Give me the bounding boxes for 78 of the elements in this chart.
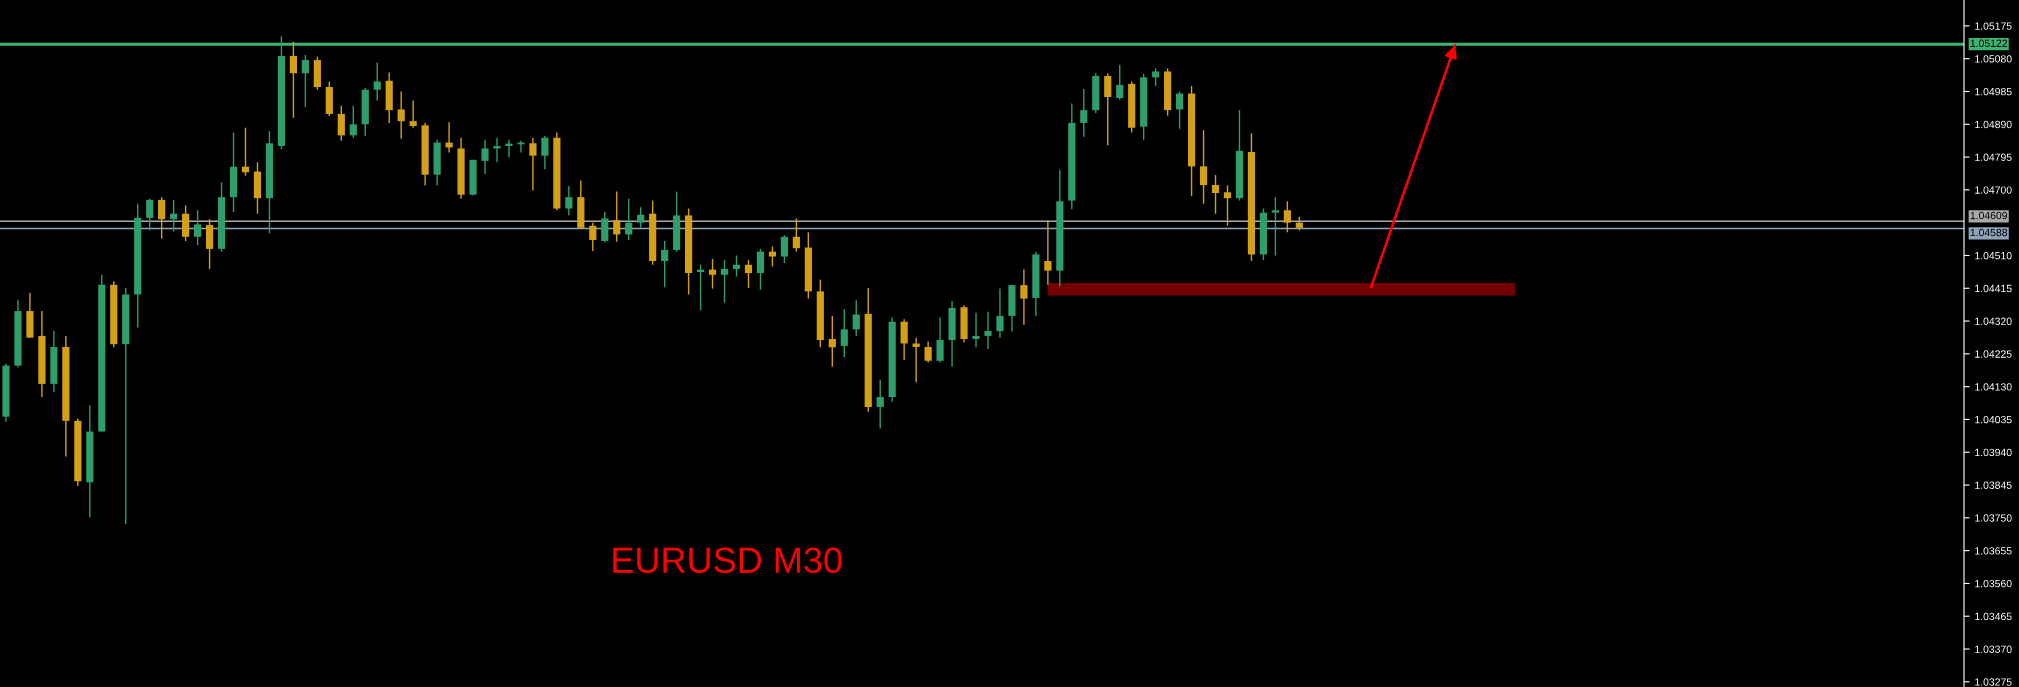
y-tick-label: 1.03275	[1975, 678, 2012, 686]
y-tick-label: 1.04225	[1975, 350, 2012, 358]
ref-line-label: 1.04609	[1970, 211, 2008, 220]
candlestick	[732, 254, 741, 278]
text: EURUSD M30	[613, 547, 842, 574]
candlestick	[1176, 90, 1184, 130]
y-tick-label: 1.04700	[1975, 186, 2012, 194]
candlestick	[373, 61, 381, 102]
candlestick	[1116, 64, 1124, 101]
y-tick-label: 1.04510	[1975, 251, 2012, 260]
candlestick	[780, 234, 788, 264]
candlestick	[625, 198, 633, 241]
candlestick	[565, 185, 573, 217]
candlestick	[900, 318, 908, 361]
candlestick	[349, 104, 357, 139]
candlestick	[1211, 174, 1220, 215]
candlestick	[289, 41, 297, 119]
candlestick	[589, 221, 597, 252]
candlestick	[529, 137, 537, 192]
y-tick-label: 1.04415	[1975, 284, 2012, 293]
candlestick	[792, 217, 800, 253]
candlestick	[445, 121, 453, 154]
y-tick-label: 1.04890	[1975, 120, 2012, 129]
candlestick	[936, 316, 944, 364]
y-tick-label: 1.04985	[1975, 87, 2012, 96]
candlestick	[613, 190, 621, 243]
y-tick-label: 1.03845	[1975, 481, 2012, 489]
candlestick	[409, 99, 417, 129]
candlestick	[828, 315, 836, 368]
candlestick	[337, 104, 345, 142]
y-tick-label: 1.04320	[1975, 317, 2012, 325]
candlestick	[661, 240, 669, 288]
candlestick	[1199, 129, 1208, 205]
candlestick	[1044, 219, 1052, 286]
candlestick	[205, 218, 214, 270]
candlestick	[996, 287, 1004, 339]
candlestick	[972, 312, 980, 348]
candlestick	[720, 259, 729, 304]
y-tick-label: 1.03370	[1975, 645, 2012, 653]
candlestick	[1104, 72, 1112, 147]
candlestick	[840, 308, 848, 359]
candlestick	[984, 311, 992, 350]
candlestick	[481, 139, 489, 175]
candlestick	[1020, 268, 1028, 326]
candlestick	[708, 258, 717, 290]
candlestick	[493, 137, 501, 163]
y-tick-label: 1.04130	[1975, 383, 2012, 391]
y-tick-label: 1.03465	[1975, 612, 2012, 621]
candlestick	[301, 54, 309, 108]
y-tick-label: 1.04035	[1975, 415, 2012, 424]
candlestick	[852, 299, 860, 337]
candlestick	[146, 198, 154, 231]
ref-line-label: 1.05122	[1970, 39, 2008, 47]
y-tick-label: 1.03655	[1975, 547, 2012, 555]
y-tick-label: 1.05175	[1975, 22, 2012, 30]
candlestick	[1271, 196, 1279, 257]
candlestick	[397, 90, 405, 140]
y-tick-label: 1.03560	[1975, 579, 2012, 588]
candlestick	[756, 248, 765, 291]
y-tick-label: 1.04795	[1975, 153, 2012, 161]
candlestick	[182, 204, 190, 242]
ref-line-label: 1.04588	[1970, 228, 2008, 237]
candlestick	[768, 245, 777, 268]
candlestick	[158, 196, 166, 240]
candlestick	[541, 135, 549, 170]
y-tick-label: 1.03940	[1975, 448, 2012, 457]
candlestick	[637, 206, 645, 229]
candlestick	[505, 139, 513, 159]
candlestick	[1080, 88, 1088, 138]
y-tick-label: 1.03750	[1975, 514, 2012, 522]
candlestick	[1223, 184, 1232, 227]
y-tick-label: 1.05080	[1975, 55, 2012, 63]
candlestick	[601, 211, 609, 244]
candlestick	[876, 379, 884, 430]
candlestick	[924, 340, 932, 364]
candlestick	[194, 209, 202, 246]
candlestick	[1283, 200, 1291, 234]
candlestick	[744, 259, 753, 289]
